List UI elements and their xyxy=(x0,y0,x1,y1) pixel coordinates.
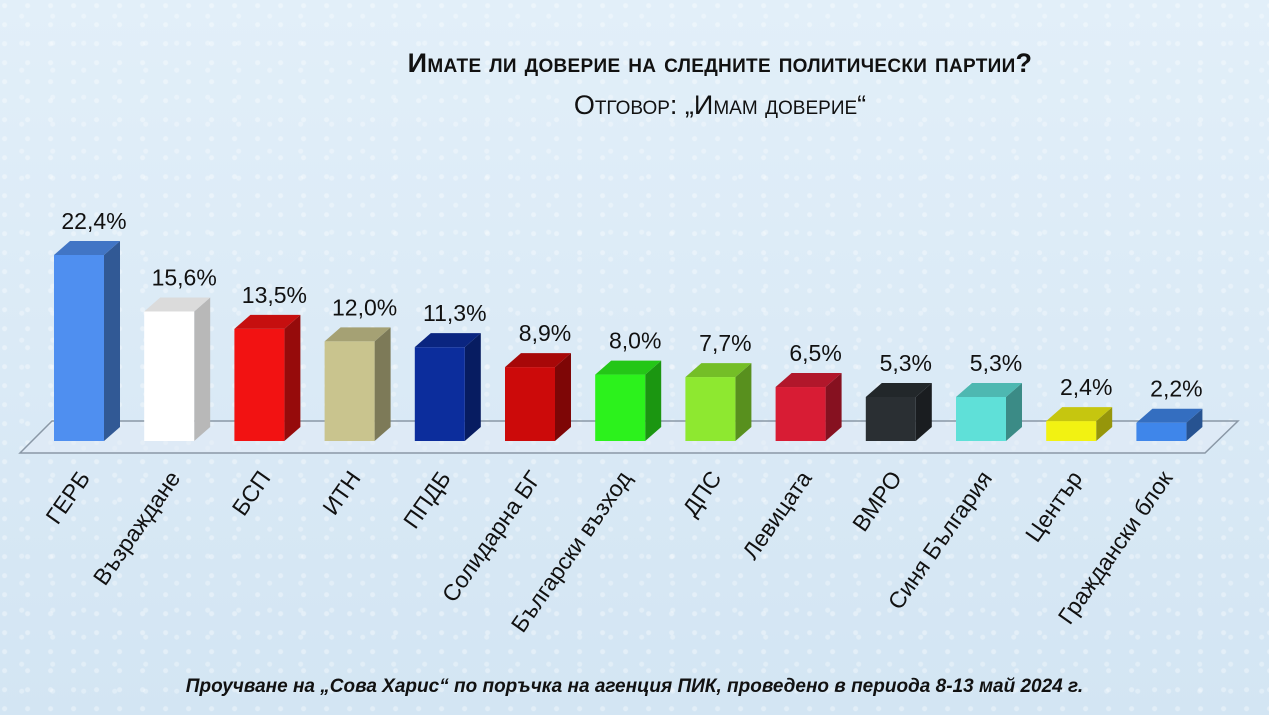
bar-side xyxy=(645,360,662,441)
bar-side xyxy=(915,382,932,441)
value-label: 13,5% xyxy=(242,282,307,308)
bar-5 xyxy=(414,333,481,441)
category-label: Левицата xyxy=(737,466,817,564)
bar-top xyxy=(595,360,662,375)
bar-side xyxy=(825,373,842,441)
bar-top xyxy=(775,373,842,388)
category-label: Солидарна БГ xyxy=(437,466,547,607)
chart-subtitle: Отговор: „Имам доверие“ xyxy=(573,90,867,120)
bar-side xyxy=(1006,382,1022,441)
category-label: ППДБ xyxy=(398,466,456,533)
category-label: ГЕРБ xyxy=(40,466,95,529)
value-label: 6,5% xyxy=(789,340,841,366)
value-label: 5,3% xyxy=(970,350,1022,376)
bar-top xyxy=(956,382,1022,397)
value-label: 12,0% xyxy=(332,294,397,320)
value-label: 15,6% xyxy=(152,264,217,290)
bar-top xyxy=(414,333,481,348)
bar-2 xyxy=(144,297,211,441)
bar-10 xyxy=(865,382,932,441)
bar-top xyxy=(505,353,571,368)
bar-top xyxy=(1046,407,1113,422)
bar-front xyxy=(685,377,736,441)
bar-9 xyxy=(775,373,842,441)
bar-side xyxy=(1186,408,1203,441)
value-label: 7,7% xyxy=(699,330,751,356)
bar-front xyxy=(144,311,195,441)
bar-front xyxy=(505,367,555,441)
bar-front xyxy=(956,396,1006,441)
value-label: 8,0% xyxy=(609,328,661,354)
bar-12 xyxy=(1046,407,1113,441)
value-label: 2,2% xyxy=(1150,376,1202,402)
bar-7 xyxy=(595,360,662,441)
bar-side xyxy=(1096,407,1113,441)
bar-3 xyxy=(234,314,301,441)
bars-group xyxy=(54,241,1203,441)
bar-front xyxy=(414,347,465,441)
bar-side xyxy=(284,314,301,441)
bar-4 xyxy=(324,327,391,441)
bar-front xyxy=(54,255,104,441)
bar-front xyxy=(865,396,916,441)
value-labels-group: 22,4% 15,6% 13,5% 12,0% 11,3% 8,9% 8,0% 7,7% 6,5… xyxy=(61,208,1202,402)
source-footnote: Проучване на „Сова Харис“ по поръчка на … xyxy=(185,676,1084,697)
bar-top xyxy=(324,327,391,342)
bar-front xyxy=(324,341,375,441)
category-label: Център xyxy=(1020,466,1087,547)
bar-side xyxy=(194,297,211,441)
bar-1 xyxy=(54,241,120,441)
bar-front xyxy=(1046,421,1097,441)
value-label: 11,3% xyxy=(423,300,487,326)
bar-side xyxy=(374,327,391,441)
bar-top xyxy=(1136,408,1203,423)
value-label: 8,9% xyxy=(519,320,571,346)
bar-top xyxy=(865,382,932,397)
value-label: 2,4% xyxy=(1060,374,1112,400)
bar-6 xyxy=(505,353,571,441)
bar-front xyxy=(775,387,826,441)
category-label: ИТН xyxy=(317,466,365,520)
category-label: ДПС xyxy=(677,466,726,521)
bar-top xyxy=(144,297,211,312)
bar-side xyxy=(555,353,571,441)
bar-front xyxy=(1136,422,1187,441)
category-label: ВМРО xyxy=(847,466,907,536)
bar-top xyxy=(234,314,301,329)
value-label: 5,3% xyxy=(880,350,932,376)
bar-side xyxy=(735,363,752,441)
bar-8 xyxy=(685,363,752,441)
bar-top xyxy=(685,363,752,378)
category-label: Възраждане xyxy=(88,466,186,590)
value-label: 22,4% xyxy=(61,208,126,234)
bar-13 xyxy=(1136,408,1203,441)
bar-side xyxy=(464,333,481,441)
bar-top xyxy=(54,241,120,255)
bar-front xyxy=(234,328,285,441)
chart-title: Имате ли доверие на следните политически… xyxy=(407,48,1033,78)
bar-11 xyxy=(956,382,1022,441)
bar-side xyxy=(104,241,120,441)
category-label: БСП xyxy=(227,466,276,520)
bar-front xyxy=(595,374,646,441)
